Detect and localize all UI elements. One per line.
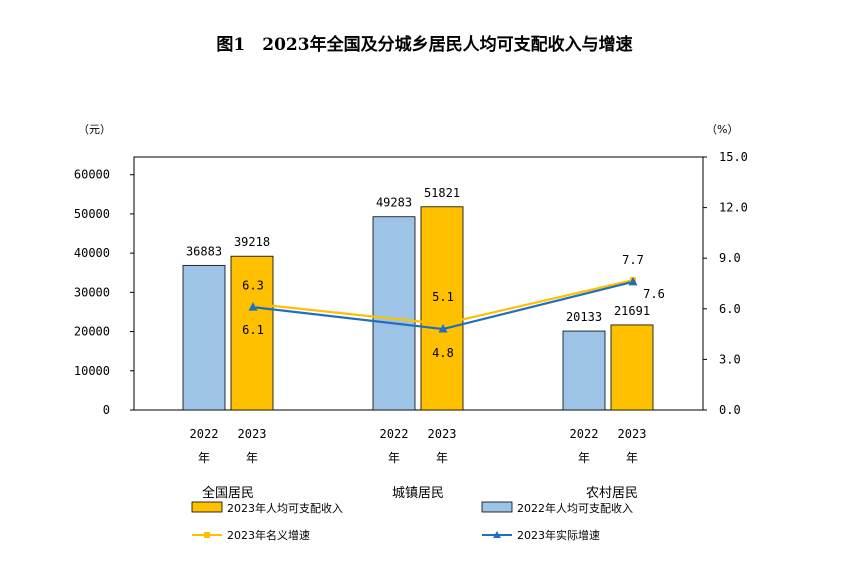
- real-growth-label: 4.8: [432, 346, 454, 360]
- bar-2022-value-label: 49283: [376, 196, 412, 210]
- bar-2023-value-label: 51821: [424, 186, 460, 200]
- year-label: 2023: [428, 427, 457, 441]
- category-label: 城镇居民: [392, 486, 444, 501]
- year-label: 2022: [190, 427, 219, 441]
- right-tick-label: 0.0: [719, 403, 741, 417]
- bar-2022: [182, 264, 226, 411]
- year-suffix-label: 年: [578, 451, 590, 465]
- chart-title: 图1 2023年全国及分城乡居民人均可支配收入与增速: [216, 35, 633, 55]
- year-suffix-label: 年: [198, 451, 210, 465]
- left-tick-label: 30000: [74, 285, 110, 299]
- year-label: 2023: [618, 427, 647, 441]
- right-tick-label: 9.0: [719, 251, 741, 265]
- real-growth-label: 7.6: [643, 287, 665, 301]
- left-tick-label: 60000: [74, 168, 110, 182]
- legend-marker-real-growth: [493, 531, 501, 538]
- category-label: 全国居民: [202, 485, 254, 501]
- bar-2023-value-label: 21691: [614, 304, 650, 318]
- left-tick-label: 20000: [74, 325, 110, 339]
- right-tick-label: 3.0: [719, 352, 741, 366]
- legend-label-real-growth: 2023年实际增速: [517, 528, 600, 542]
- right-tick-label: 6.0: [719, 302, 741, 316]
- right-axis-unit: （%）: [706, 123, 738, 136]
- left-tick-label: 50000: [74, 207, 110, 221]
- nominal-growth-label: 6.3: [242, 279, 264, 293]
- bar-2022-value-label: 36883: [186, 244, 222, 258]
- year-suffix-label: 年: [246, 451, 258, 465]
- year-label: 2022: [570, 427, 599, 441]
- left-tick-label: 0: [103, 403, 110, 417]
- nominal-growth-label: 7.7: [622, 253, 644, 267]
- real-growth-point: [438, 324, 448, 333]
- left-tick-label: 40000: [74, 246, 110, 260]
- year-suffix-label: 年: [388, 451, 400, 465]
- legend-marker-nominal-growth: [204, 532, 210, 538]
- bar-2023: [610, 324, 654, 411]
- legend-swatch-2023-income: [191, 501, 223, 513]
- right-tick-label: 15.0: [719, 150, 748, 164]
- category-label: 农村居民: [586, 486, 638, 501]
- legend-label-2022-income: 2022年人均可支配收入: [517, 501, 633, 515]
- legend-swatch-2022-income: [481, 501, 513, 513]
- year-suffix-label: 年: [436, 451, 448, 465]
- year-suffix-label: 年: [626, 451, 638, 465]
- year-label: 2022: [380, 427, 409, 441]
- bar-2022: [372, 216, 416, 411]
- plot-frame: [133, 156, 704, 411]
- bar-2023: [230, 255, 274, 411]
- real-growth-point: [628, 276, 638, 286]
- real-growth-point: [248, 302, 258, 311]
- bar-2023: [420, 206, 464, 411]
- legend-label-2023-income: 2023年人均可支配收入: [227, 501, 343, 515]
- bar-2023-value-label: 39218: [234, 235, 270, 249]
- bar-2022: [562, 330, 606, 411]
- bar-2022-value-label: 20133: [566, 310, 602, 324]
- left-tick-label: 10000: [74, 364, 110, 378]
- right-tick-label: 12.0: [719, 201, 748, 215]
- year-label: 2023: [238, 427, 267, 441]
- legend-label-nominal-growth: 2023年名义增速: [227, 528, 310, 542]
- real-growth-label: 6.1: [242, 323, 264, 337]
- nominal-growth-label: 5.1: [432, 290, 454, 304]
- left-axis-unit: （元）: [78, 123, 111, 136]
- nominal-growth-point: [440, 320, 446, 327]
